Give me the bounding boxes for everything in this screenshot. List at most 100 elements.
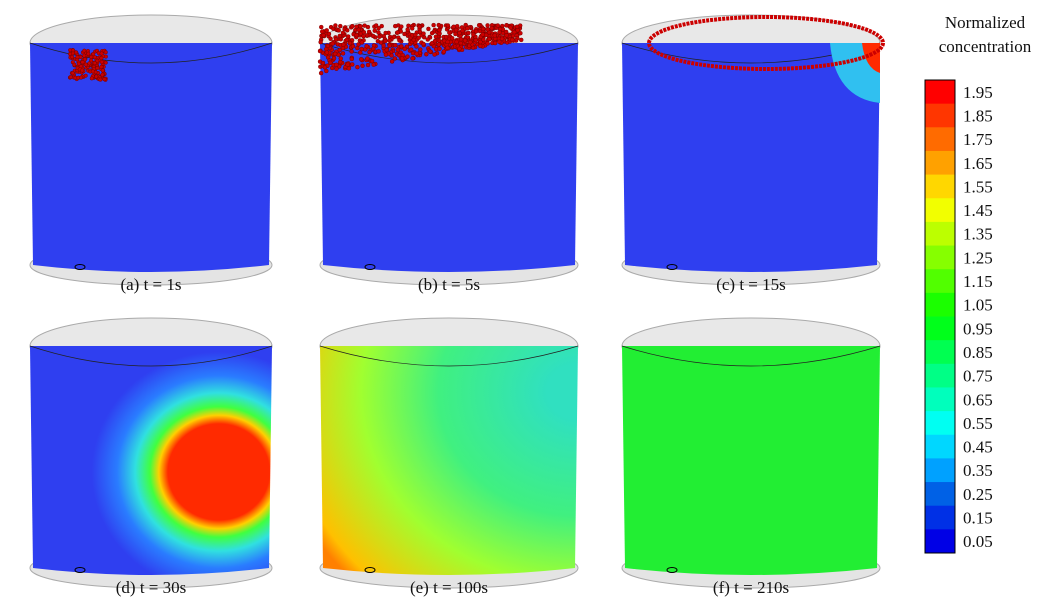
particle (350, 24, 354, 28)
particle (418, 25, 422, 29)
particle (406, 28, 410, 32)
particle (376, 30, 380, 34)
particle (373, 29, 377, 33)
particle (409, 48, 413, 52)
particle (413, 33, 417, 37)
particle (379, 41, 383, 45)
colorbar-label: 1.25 (963, 248, 993, 267)
particle (338, 34, 342, 38)
particle (385, 48, 389, 52)
particle (100, 65, 104, 69)
particle (452, 25, 456, 29)
particle (399, 44, 403, 48)
particle (453, 32, 457, 36)
particle (402, 32, 406, 36)
particle (430, 31, 434, 35)
particle (446, 23, 450, 27)
particle (505, 33, 509, 37)
particle (486, 41, 490, 45)
colorbar-label: 1.45 (963, 201, 993, 220)
particle (68, 52, 72, 56)
particle (486, 23, 490, 27)
particle (500, 37, 504, 41)
particle (362, 34, 366, 38)
particle (319, 25, 323, 29)
particle (348, 41, 352, 45)
particle (406, 24, 410, 28)
particle (393, 24, 397, 28)
particle (434, 35, 438, 39)
colorbar-bin (925, 387, 955, 411)
particle (516, 28, 520, 32)
colorbar-label: 0.65 (963, 390, 993, 409)
panel: (d) t = 30s (30, 318, 272, 597)
particle (510, 38, 514, 42)
colorbar-bin (925, 222, 955, 246)
particle (393, 43, 397, 47)
particle (339, 57, 343, 61)
particle (338, 24, 342, 28)
particle (346, 63, 350, 67)
colorbar-label: 0.45 (963, 438, 993, 457)
particle (71, 71, 75, 75)
particle (365, 33, 369, 37)
particle (332, 56, 336, 60)
particle (360, 47, 364, 51)
particle (397, 53, 401, 57)
colorbar-bin (925, 411, 955, 435)
tank-body (30, 346, 272, 575)
particle (328, 61, 332, 65)
particle (493, 33, 497, 37)
particle (415, 52, 419, 56)
particle (337, 28, 341, 32)
colorbar-title: concentration (939, 37, 1032, 56)
particle (414, 44, 418, 48)
particle (421, 42, 425, 46)
particle (94, 75, 98, 79)
particle (450, 36, 454, 40)
particle (79, 76, 83, 80)
particle (403, 47, 407, 51)
particle (396, 48, 400, 52)
caption: (c) t = 15s (716, 275, 786, 294)
particle (471, 33, 475, 37)
particle (69, 75, 73, 79)
colorbar-bin (925, 80, 955, 104)
particle (437, 23, 441, 27)
particle (487, 37, 491, 41)
particle (90, 77, 94, 81)
caption: (a) t = 1s (120, 275, 181, 294)
particle (387, 38, 391, 42)
panel: (c) t = 15s (622, 15, 883, 294)
particle (455, 40, 459, 44)
particle (458, 31, 462, 35)
particle (319, 40, 323, 44)
particle (377, 35, 381, 39)
particle (341, 31, 345, 35)
colorbar-label: 1.75 (963, 130, 993, 149)
particle (396, 31, 400, 35)
particle (101, 73, 105, 77)
particle (360, 40, 364, 44)
colorbar-bin (925, 151, 955, 175)
colorbar-bin (925, 269, 955, 293)
particle (418, 30, 422, 34)
particle (446, 40, 450, 44)
particle (484, 33, 488, 37)
particle (350, 57, 354, 61)
particle (371, 47, 375, 51)
particle (474, 29, 478, 33)
particle (367, 50, 371, 54)
colorbar-bin (925, 198, 955, 222)
colorbar-bin (925, 529, 955, 553)
colorbar-bin (925, 293, 955, 317)
particle (334, 63, 338, 67)
colorbar-label: 0.55 (963, 414, 993, 433)
particle (412, 38, 416, 42)
particle (357, 28, 361, 32)
caption: (b) t = 5s (418, 275, 480, 294)
particle (433, 39, 437, 43)
colorbar-bin (925, 317, 955, 341)
particle (76, 55, 80, 59)
particle (400, 57, 404, 61)
